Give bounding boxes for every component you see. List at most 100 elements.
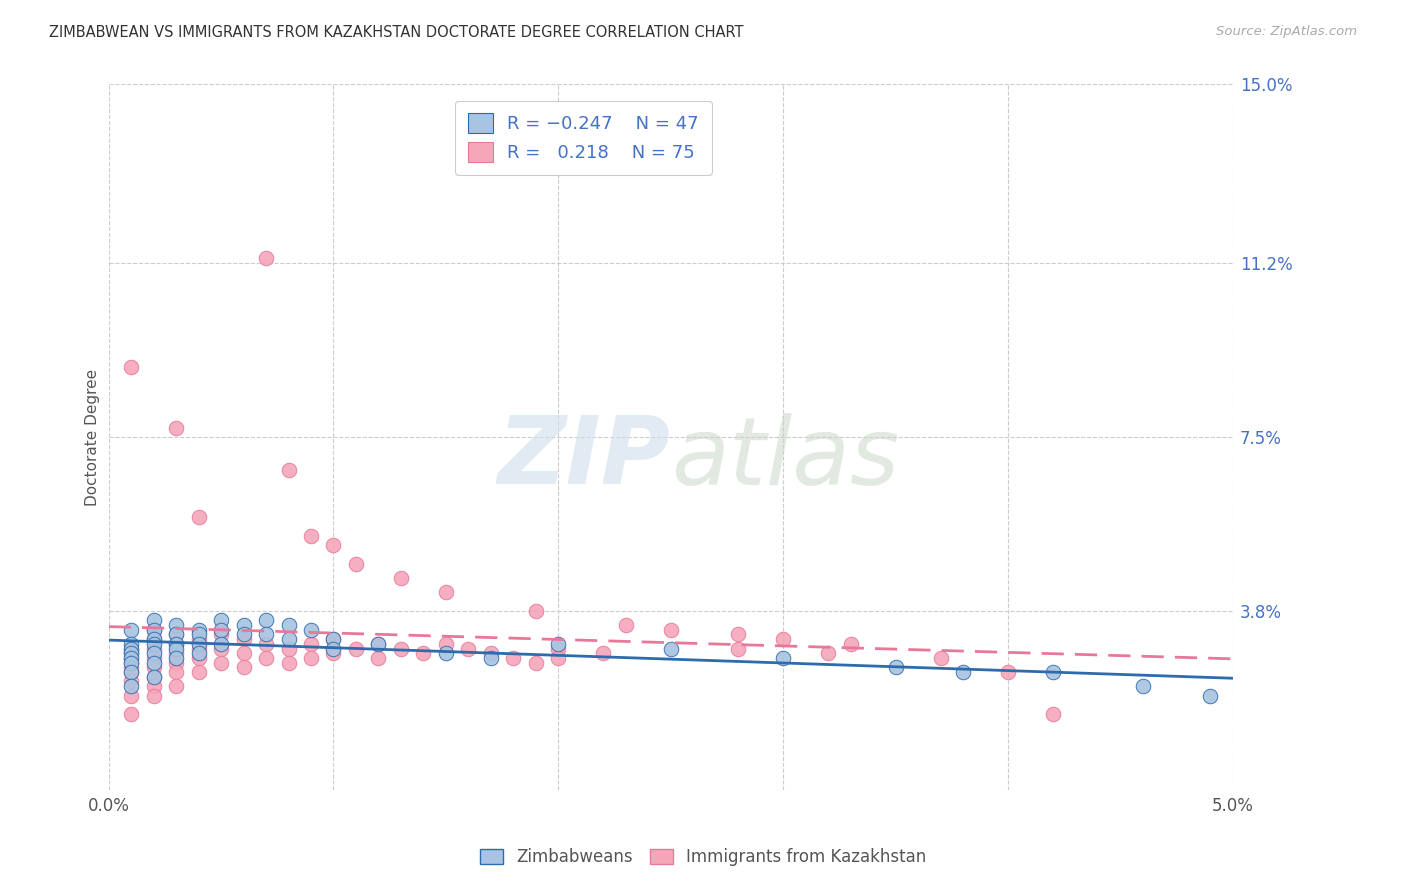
Text: ZIMBABWEAN VS IMMIGRANTS FROM KAZAKHSTAN DOCTORATE DEGREE CORRELATION CHART: ZIMBABWEAN VS IMMIGRANTS FROM KAZAKHSTAN… <box>49 25 744 40</box>
Point <box>187 646 209 660</box>
Point <box>209 613 232 627</box>
Text: ZIP: ZIP <box>498 412 671 504</box>
Point <box>165 646 187 660</box>
Point <box>322 538 344 552</box>
Point <box>120 656 142 670</box>
Point <box>187 623 209 637</box>
Point <box>232 627 254 641</box>
Point <box>299 623 322 637</box>
Point <box>120 674 142 689</box>
Point <box>997 665 1019 679</box>
Text: atlas: atlas <box>671 413 898 504</box>
Point <box>165 420 187 434</box>
Point <box>277 641 299 656</box>
Point <box>120 646 142 660</box>
Point <box>187 627 209 641</box>
Point <box>1132 679 1154 693</box>
Point <box>884 660 907 674</box>
Point <box>209 637 232 651</box>
Point <box>120 651 142 665</box>
Point <box>142 679 165 693</box>
Point <box>322 632 344 647</box>
Text: Source: ZipAtlas.com: Source: ZipAtlas.com <box>1216 25 1357 38</box>
Point <box>929 651 952 665</box>
Point <box>547 651 569 665</box>
Point <box>367 651 389 665</box>
Point <box>457 641 479 656</box>
Point <box>322 632 344 647</box>
Point <box>727 641 749 656</box>
Point <box>322 641 344 656</box>
Point <box>299 637 322 651</box>
Point <box>120 689 142 703</box>
Point <box>187 632 209 647</box>
Point <box>120 679 142 693</box>
Point <box>254 252 277 266</box>
Point <box>142 656 165 670</box>
Point <box>120 359 142 374</box>
Point <box>142 623 165 637</box>
Point <box>142 670 165 684</box>
Point <box>659 623 682 637</box>
Y-axis label: Doctorate Degree: Doctorate Degree <box>86 368 100 506</box>
Point <box>232 646 254 660</box>
Point <box>502 651 524 665</box>
Legend: Zimbabweans, Immigrants from Kazakhstan: Zimbabweans, Immigrants from Kazakhstan <box>472 842 934 873</box>
Point <box>142 660 165 674</box>
Point <box>592 646 614 660</box>
Point <box>434 646 457 660</box>
Point <box>952 665 974 679</box>
Point <box>434 585 457 599</box>
Point <box>165 656 187 670</box>
Point <box>412 646 434 660</box>
Point <box>142 613 165 627</box>
Point <box>254 613 277 627</box>
Point <box>547 641 569 656</box>
Point <box>817 646 839 660</box>
Point <box>232 632 254 647</box>
Point <box>142 651 165 665</box>
Point <box>165 637 187 651</box>
Point <box>120 641 142 656</box>
Point <box>165 665 187 679</box>
Point <box>120 665 142 679</box>
Point <box>299 529 322 543</box>
Point <box>1042 665 1064 679</box>
Point <box>209 623 232 637</box>
Point <box>142 689 165 703</box>
Point <box>209 656 232 670</box>
Point <box>772 651 794 665</box>
Point <box>277 618 299 632</box>
Point <box>547 637 569 651</box>
Point <box>524 656 547 670</box>
Point <box>277 463 299 477</box>
Point <box>187 510 209 524</box>
Point <box>187 641 209 656</box>
Point <box>142 670 165 684</box>
Point <box>727 627 749 641</box>
Point <box>142 646 165 660</box>
Point <box>209 627 232 641</box>
Legend: R = −0.247    N = 47, R =   0.218    N = 75: R = −0.247 N = 47, R = 0.218 N = 75 <box>456 101 711 175</box>
Point <box>614 618 637 632</box>
Point <box>142 632 165 647</box>
Point <box>299 651 322 665</box>
Point <box>120 665 142 679</box>
Point <box>165 618 187 632</box>
Point <box>277 656 299 670</box>
Point <box>254 627 277 641</box>
Point <box>142 623 165 637</box>
Point <box>187 651 209 665</box>
Point <box>142 637 165 651</box>
Point <box>277 632 299 647</box>
Point <box>209 641 232 656</box>
Point <box>142 641 165 656</box>
Point <box>479 651 502 665</box>
Point <box>187 637 209 651</box>
Point <box>120 646 142 660</box>
Point <box>120 651 142 665</box>
Point <box>165 641 187 656</box>
Point <box>1199 689 1222 703</box>
Point <box>165 679 187 693</box>
Point <box>142 632 165 647</box>
